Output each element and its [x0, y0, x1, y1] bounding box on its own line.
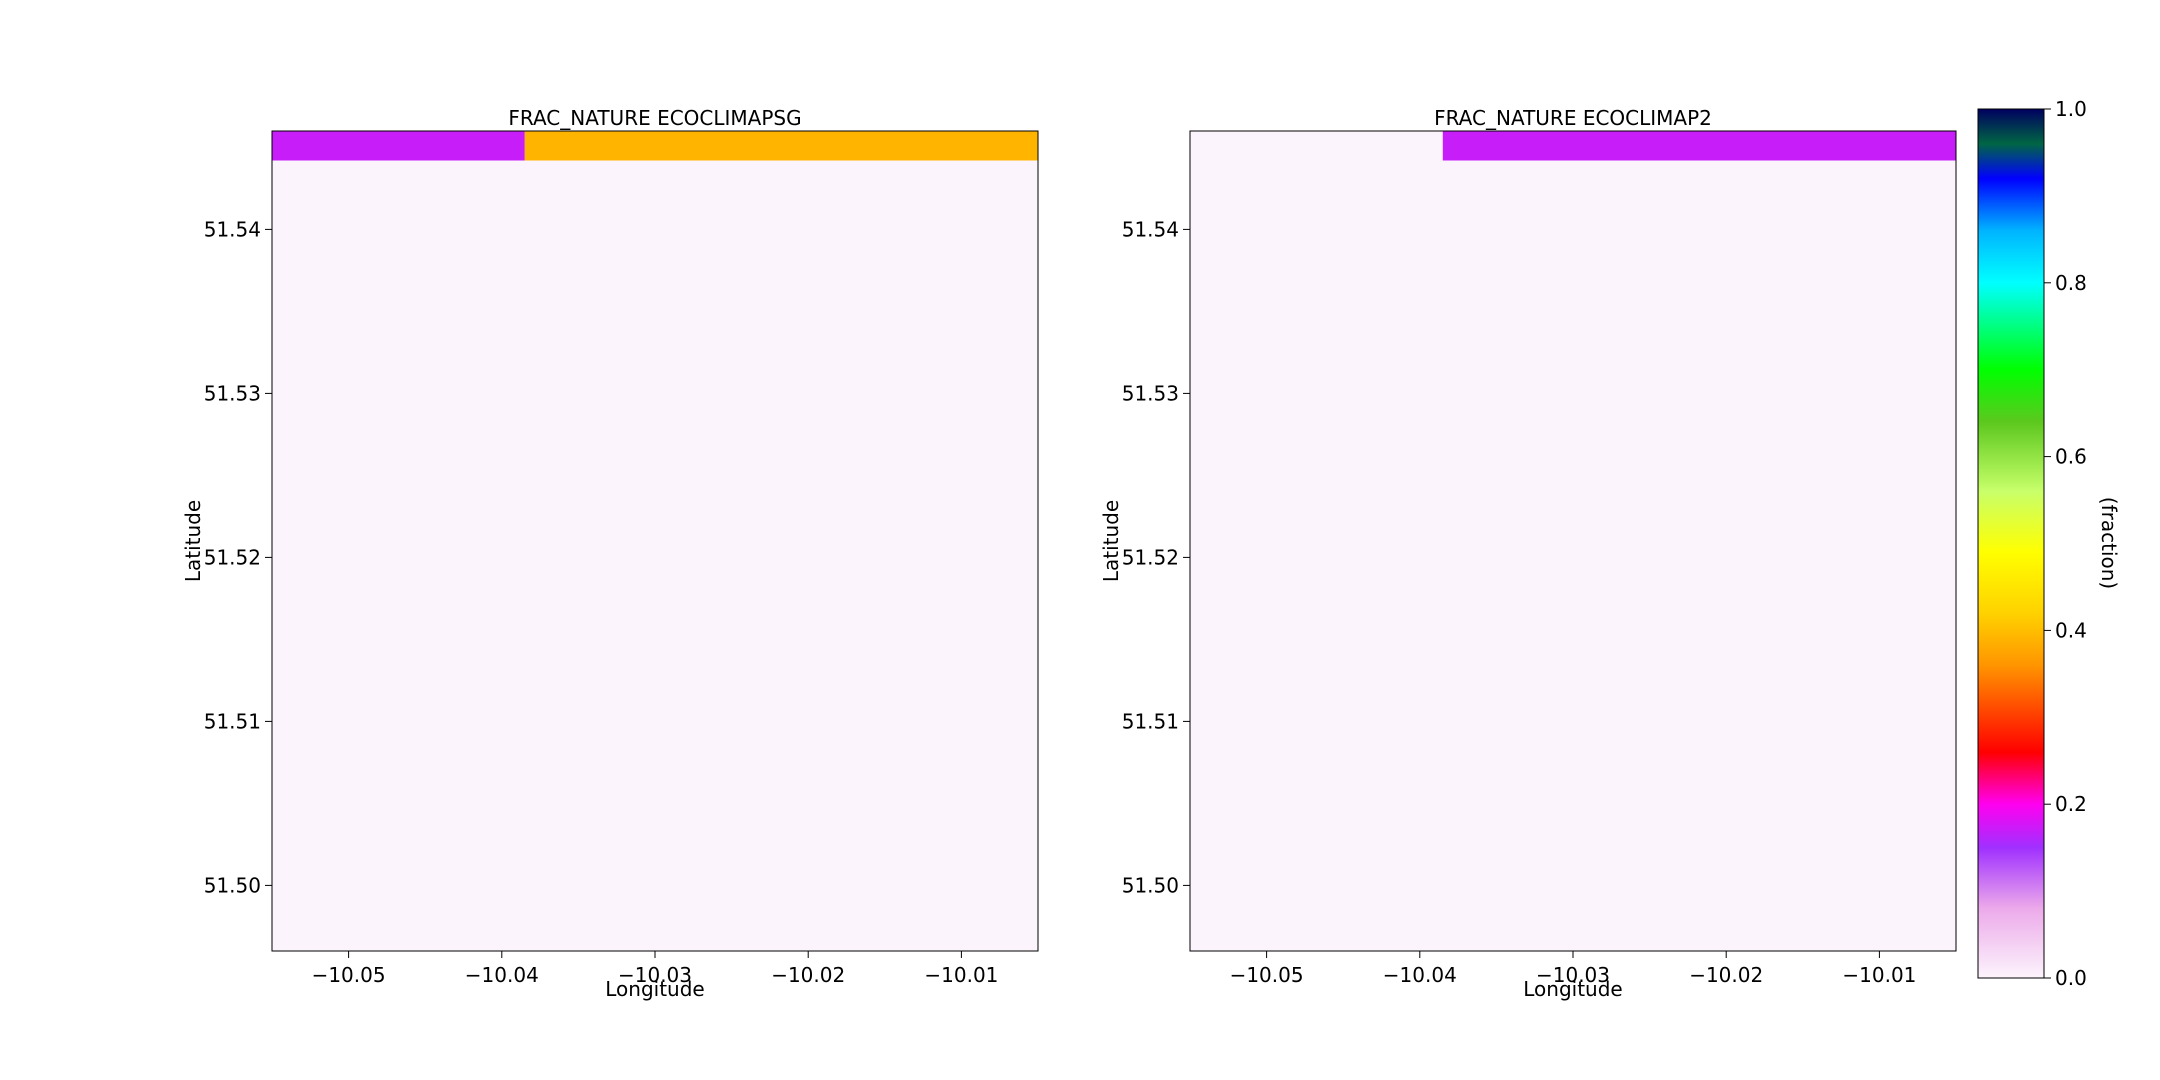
- x-axis-label: Longitude: [605, 977, 704, 1001]
- y-tick-label: 51.51: [204, 709, 261, 733]
- x-tick-label: −10.03: [618, 963, 692, 987]
- y-tick-label: 51.52: [1122, 545, 1179, 569]
- colorbar-label: (fraction): [2097, 497, 2121, 589]
- x-axis-label: Longitude: [1523, 977, 1622, 1001]
- x-tick-label: −10.05: [312, 963, 386, 987]
- panel-ecoclimap2: FRAC_NATURE ECOCLIMAP2 −10.05 −10.04 −10.0…: [1099, 106, 1957, 1001]
- heatmap-cells: [272, 131, 1038, 951]
- y-tick-label: 51.53: [204, 381, 261, 405]
- x-tick-label: −10.01: [1842, 963, 1916, 987]
- y-axis-label: Latitude: [181, 500, 205, 582]
- colorbar-gradient: [1977, 108, 2045, 979]
- y-tick-label: 51.50: [1122, 873, 1179, 897]
- x-tick-label: −10.02: [771, 963, 845, 987]
- panel-ecoclimapsg: FRAC_NATURE ECOCLIMAPSG −10.05 −10.04 −10.…: [181, 106, 1039, 1001]
- colorbar: 0.0 0.2 0.4 0.6 0.8 1.0 (fraction): [1977, 97, 2121, 990]
- heatmap-cell: [1190, 160, 1956, 951]
- heatmap-cell: [524, 131, 1038, 161]
- x-axis-ticks: −10.05 −10.04 −10.03 −10.02 −10.01: [1230, 951, 1916, 987]
- y-axis-ticks: 51.50 51.51 51.52 51.53 51.54: [1122, 217, 1190, 897]
- heatmap-cell: [1190, 131, 1443, 161]
- y-tick-label: 51.54: [1122, 217, 1179, 241]
- heatmap-cell: [272, 160, 1038, 951]
- heatmap-cell: [272, 131, 525, 161]
- colorbar-ticks: 0.0 0.2 0.4 0.6 0.8 1.0: [2044, 97, 2087, 990]
- y-tick-label: 51.51: [1122, 709, 1179, 733]
- heatmap-cells: [1190, 131, 1956, 951]
- heatmap-cell: [1442, 131, 1956, 161]
- chart-title: FRAC_NATURE ECOCLIMAP2: [1434, 106, 1712, 130]
- x-tick-label: −10.04: [1383, 963, 1457, 987]
- x-axis-ticks: −10.05 −10.04 −10.03 −10.02 −10.01: [312, 951, 998, 987]
- colorbar-tick-label: 0.2: [2055, 792, 2087, 816]
- y-tick-label: 51.52: [204, 545, 261, 569]
- x-tick-label: −10.05: [1230, 963, 1304, 987]
- colorbar-tick-label: 0.6: [2055, 445, 2087, 469]
- y-tick-label: 51.50: [204, 873, 261, 897]
- y-tick-label: 51.53: [1122, 381, 1179, 405]
- y-axis-ticks: 51.50 51.51 51.52 51.53 51.54: [204, 217, 272, 897]
- y-tick-label: 51.54: [204, 217, 261, 241]
- y-axis-label: Latitude: [1099, 500, 1123, 582]
- x-tick-label: −10.04: [465, 963, 539, 987]
- chart-title: FRAC_NATURE ECOCLIMAPSG: [508, 106, 801, 130]
- colorbar-tick-label: 0.0: [2055, 966, 2087, 990]
- colorbar-tick-label: 0.8: [2055, 271, 2087, 295]
- x-tick-label: −10.01: [924, 963, 998, 987]
- colorbar-tick-label: 1.0: [2055, 97, 2087, 121]
- x-tick-label: −10.02: [1689, 963, 1763, 987]
- colorbar-tick-label: 0.4: [2055, 618, 2087, 642]
- x-tick-label: −10.03: [1536, 963, 1610, 987]
